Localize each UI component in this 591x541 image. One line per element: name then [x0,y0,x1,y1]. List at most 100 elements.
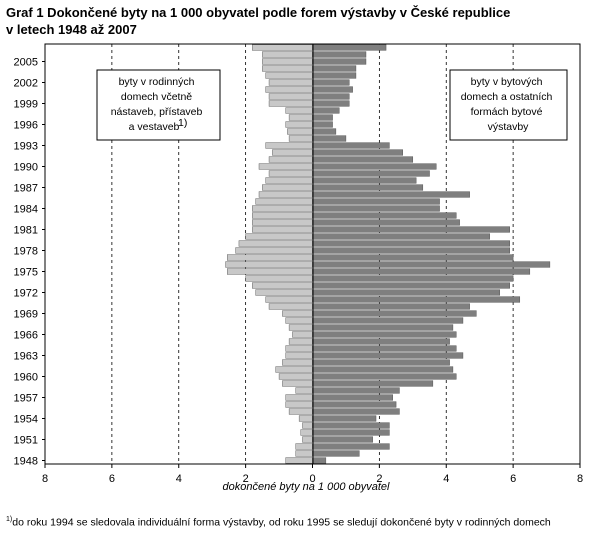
y-tick-label: 1951 [14,435,38,447]
bar-family-houses [225,261,313,268]
bar-family-houses [245,233,313,240]
bar-apartment-buildings [312,142,390,149]
bar-apartment-buildings [312,93,350,100]
footnote: 1)do roku 1994 se sledovala individuální… [6,516,551,529]
bar-family-houses [245,275,313,282]
bar-family-houses [265,177,313,184]
bar-apartment-buildings [312,44,387,51]
bar-apartment-buildings [312,107,340,114]
bar-apartment-buildings [312,317,464,324]
grid-lines [111,44,514,464]
bar-family-houses [268,303,313,310]
bar-family-houses [265,142,313,149]
bar-apartment-buildings [312,72,357,79]
bar-family-houses [227,268,313,275]
annotation-right-line: formách bytové [471,106,543,118]
bar-family-houses [255,289,313,296]
y-tick-label: 1975 [14,267,38,279]
annotation-left-line: nástaveb, přístaveb [111,106,203,118]
bar-family-houses [282,359,313,366]
bar-apartment-buildings [312,156,414,163]
chart-title: Graf 1 Dokončené byty na 1 000 obyvatel … [6,4,510,38]
y-tick-label: 1963 [14,351,38,363]
annotation-left-line: a vestaveb [129,121,180,133]
bar-apartment-buildings [312,268,531,275]
y-tick-label: 1990 [14,162,38,174]
x-tick-label: 2 [376,473,382,485]
bar-apartment-buildings [312,310,477,317]
bar-family-houses [288,135,313,142]
chart-title-line-1: Graf 1 Dokončené byty na 1 000 obyvatel … [6,5,511,20]
y-tick-label: 1957 [14,393,38,405]
bar-family-houses [268,156,313,163]
bar-apartment-buildings [312,380,434,387]
x-tick-label: 4 [443,473,449,485]
bar-family-houses [282,380,313,387]
bar-apartment-buildings [312,450,360,457]
bar-apartment-buildings [312,282,510,289]
y-tick-labels: 1948 1951 1954 1957 1960 1963 1966 1969 1972 1975… [14,57,45,468]
bar-family-houses [268,170,313,177]
bar-family-houses [298,415,313,422]
bar-family-houses [227,254,313,261]
x-tick-label: 8 [577,473,583,485]
bar-family-houses [235,247,313,254]
x-tick-label: 6 [510,473,516,485]
y-tick-label: 2002 [14,78,38,90]
bar-apartment-buildings [312,121,333,128]
x-tick-label: 4 [176,473,182,485]
bar-family-houses [302,436,313,443]
footnote-text: do roku 1994 se sledovala individuální f… [12,516,551,529]
bar-apartment-buildings [312,205,440,212]
bar-apartment-buildings [312,289,500,296]
bar-apartment-buildings [312,422,390,429]
bar-apartment-buildings [312,247,510,254]
bar-family-houses [252,226,313,233]
x-tick-labels: 8 6 4 2 0 2 4 6 8 [42,464,583,485]
y-tick-label: 1981 [14,225,38,237]
bar-family-houses [252,44,313,51]
bar-apartment-buildings [312,359,450,366]
bar-family-houses [292,331,313,338]
bar-family-houses [265,296,313,303]
bar-apartment-buildings [312,100,350,107]
bar-family-houses [268,93,313,100]
bar-apartment-buildings [312,51,367,58]
bar-apartment-buildings [312,86,353,93]
bar-apartment-buildings [312,65,357,72]
bar-family-houses [295,450,313,457]
annotation-right-text: byty v bytových domech a ostatních formá… [461,76,556,133]
bar-family-houses [285,394,313,401]
bar-apartment-buildings [312,135,347,142]
y-tick-label: 1984 [14,204,38,216]
annotation-right-line: domech a ostatních [461,91,553,103]
bar-apartment-buildings [312,79,350,86]
bar-family-houses [252,212,313,219]
x-axis-label: dokončené byty na 1 000 obyvatel [223,481,391,493]
bars [225,44,551,464]
bar-family-houses [282,310,313,317]
annotation-right-line: výstavby [488,121,530,133]
bar-apartment-buildings [312,296,521,303]
bar-apartment-buildings [312,429,390,436]
bar-family-houses [288,408,313,415]
y-tick-label: 1999 [14,99,38,111]
y-tick-label: 2005 [14,57,38,69]
bar-family-houses [265,72,313,79]
x-tick-label: 8 [42,473,48,485]
bar-family-houses [288,324,313,331]
bar-apartment-buildings [312,233,490,240]
y-tick-label: 1954 [14,414,38,426]
bar-family-houses [285,317,313,324]
bar-family-houses [262,51,313,58]
bar-family-houses [287,128,313,135]
bar-apartment-buildings [312,219,460,226]
annotation-right: byty v bytových domech a ostatních formá… [449,69,568,141]
bar-family-houses [265,86,313,93]
bar-apartment-buildings [312,303,470,310]
bar-apartment-buildings [312,457,327,464]
bar-apartment-buildings [312,254,514,261]
bar-apartment-buildings [312,163,437,170]
bar-apartment-buildings [312,373,457,380]
bar-family-houses [272,149,313,156]
